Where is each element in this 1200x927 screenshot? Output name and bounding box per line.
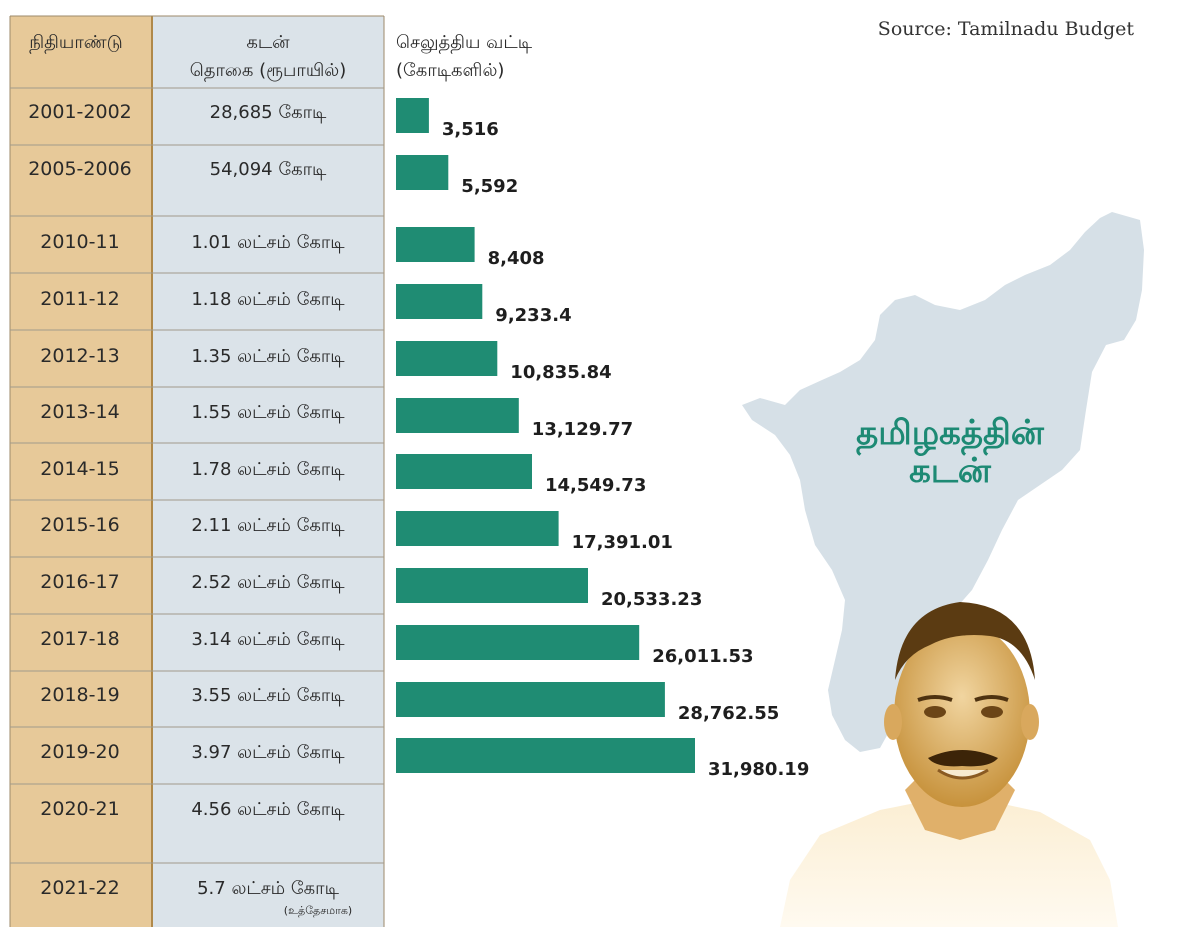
amount-cell: 3.97 லட்சம் கோடி — [191, 742, 345, 763]
table-row: 2017-18 3.14 லட்சம் கோடி — [40, 628, 345, 650]
value-label: 3,516 — [442, 119, 499, 140]
row-separators — [10, 87, 384, 864]
table-row: 2019-20 3.97 லட்சம் கோடி — [40, 741, 345, 763]
title-line2: கடன் — [909, 451, 992, 491]
value-label: 31,980.19 — [708, 759, 809, 780]
bar-2016-17 — [396, 568, 588, 603]
year-cell: 2018-19 — [40, 684, 119, 706]
politician-portrait — [780, 602, 1118, 927]
amount-cell: 4.56 லட்சம் கோடி — [191, 799, 345, 820]
year-cell: 2015-16 — [40, 514, 119, 536]
table-row: 2012-13 1.35 லட்சம் கோடி — [40, 345, 345, 367]
interest-header-line1: செலுத்திய வட்டி — [396, 32, 533, 54]
value-label: 20,533.23 — [601, 589, 702, 610]
bar-2015-16 — [396, 511, 559, 546]
bar-2010-11 — [396, 227, 475, 262]
amount-cell: 1.55 லட்சம் கோடி — [191, 402, 345, 423]
amount-cell: 1.18 லட்சம் கோடி — [191, 289, 345, 310]
value-label: 9,233.4 — [495, 305, 571, 326]
bar-2019-20 — [396, 738, 695, 773]
table-row: 2016-17 2.52 லட்சம் கோடி — [40, 571, 345, 593]
amount-column — [153, 16, 384, 927]
table-rows: 2001-2002 28,685 கோடி 2005-2006 54,094 கோடி… — [28, 101, 352, 917]
year-cell: 2013-14 — [40, 401, 119, 423]
year-cell: 2016-17 — [40, 571, 119, 593]
year-cell: 2011-12 — [40, 288, 119, 310]
year-cell: 2014-15 — [40, 458, 119, 480]
value-label: 13,129.77 — [532, 419, 633, 440]
amount-cell: 2.11 லட்சம் கோடி — [191, 515, 345, 536]
table-row: 2018-19 3.55 லட்சம் கோடி — [40, 684, 345, 706]
table-row: 2021-22 5.7 லட்சம் கோடி (உத்தேசமாக) — [40, 877, 352, 917]
year-cell: 2005-2006 — [28, 158, 132, 180]
year-cell: 2017-18 — [40, 628, 119, 650]
table-row: 2011-12 1.18 லட்சம் கோடி — [40, 288, 345, 310]
bar-2013-14 — [396, 398, 519, 433]
table-row: 2013-14 1.55 லட்சம் கோடி — [40, 401, 345, 423]
value-label: 14,549.73 — [545, 475, 646, 496]
bar-2018-19 — [396, 682, 665, 717]
year-cell: 2010-11 — [40, 231, 119, 253]
bar-2012-13 — [396, 341, 498, 376]
amount-cell: 1.35 லட்சம் கோடி — [191, 346, 345, 367]
table-row: 2005-2006 54,094 கோடி — [28, 158, 327, 180]
value-label: 8,408 — [488, 248, 545, 269]
year-cell: 2020-21 — [40, 798, 119, 820]
amount-cell: 5.7 லட்சம் கோடி — [197, 878, 339, 899]
value-label: 26,011.53 — [652, 646, 753, 667]
amount-cell: 1.78 லட்சம் கோடி — [191, 459, 345, 480]
bar-2011-12 — [396, 284, 483, 319]
bar-2005-2006 — [396, 155, 449, 190]
year-column-header: நிதியாண்டு — [29, 32, 122, 54]
bar-series: 3,516 5,592 8,408 9,233.4 10,835.84 13,129.77… — [396, 98, 809, 780]
amount-cell: 3.55 லட்சம் கோடி — [191, 685, 345, 706]
tamil-nadu-map — [742, 212, 1144, 752]
year-cell: 2021-22 — [40, 877, 119, 899]
value-label: 10,835.84 — [510, 362, 611, 383]
estimate-note: (உத்தேசமாக) — [284, 904, 352, 917]
amount-cell: 3.14 லட்சம் கோடி — [191, 629, 345, 650]
value-label: 5,592 — [461, 176, 518, 197]
amount-column-header-line2: தொகை (ரூபாயில்) — [190, 60, 347, 82]
bar-2017-18 — [396, 625, 640, 660]
table-row: 2014-15 1.78 லட்சம் கோடி — [40, 458, 345, 480]
title-line1: தமிழகத்தின் — [856, 413, 1045, 456]
year-cell: 2019-20 — [40, 741, 119, 763]
amount-cell: 54,094 கோடி — [210, 159, 327, 180]
amount-column-header-line1: கடன் — [246, 32, 290, 53]
source-label: Source: Tamilnadu Budget — [878, 18, 1135, 40]
value-label: 28,762.55 — [678, 703, 779, 724]
year-cell: 2012-13 — [40, 345, 119, 367]
table-row: 2010-11 1.01 லட்சம் கோடி — [40, 231, 345, 253]
amount-cell: 28,685 கோடி — [210, 102, 327, 123]
value-label: 17,391.01 — [572, 532, 673, 553]
interest-header-line2: (கோடிகளில்) — [396, 60, 504, 81]
bar-2014-15 — [396, 454, 532, 489]
amount-cell: 1.01 லட்சம் கோடி — [191, 232, 345, 253]
amount-cell: 2.52 லட்சம் கோடி — [191, 572, 345, 593]
table-row: 2015-16 2.11 லட்சம் கோடி — [40, 514, 345, 536]
year-cell: 2001-2002 — [28, 101, 132, 123]
table-row: 2020-21 4.56 லட்சம் கோடி — [40, 798, 345, 820]
table-row: 2001-2002 28,685 கோடி — [28, 101, 327, 123]
bar-2001-2002 — [396, 98, 429, 133]
year-column — [10, 16, 151, 927]
